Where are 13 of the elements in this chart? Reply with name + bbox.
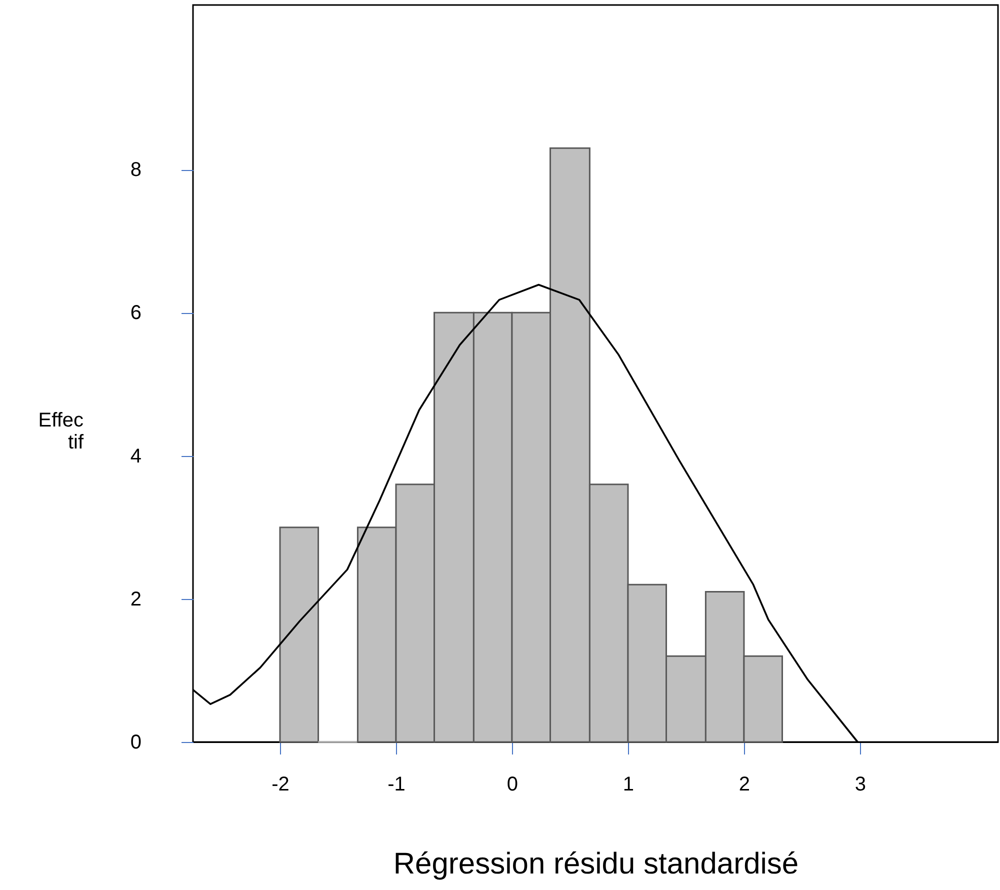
x-axis-title: Régression résidu standardisé	[393, 848, 799, 880]
x-tick-label: 1	[622, 774, 634, 796]
y-tick-label: 8	[130, 159, 142, 182]
y-tick-label: 6	[130, 302, 142, 324]
x-tick-label: 2	[738, 774, 750, 796]
y-axis-title: Effec tif	[38, 410, 84, 454]
y-tick-label: 2	[130, 588, 142, 610]
x-tick-label: -1	[388, 774, 406, 796]
x-tick-label: 3	[854, 774, 866, 796]
y-tick-label: 0	[130, 732, 142, 754]
x-tick-label: 0	[506, 774, 518, 796]
y-tick-label: 4	[130, 445, 142, 468]
x-tick-label: -2	[272, 774, 290, 796]
